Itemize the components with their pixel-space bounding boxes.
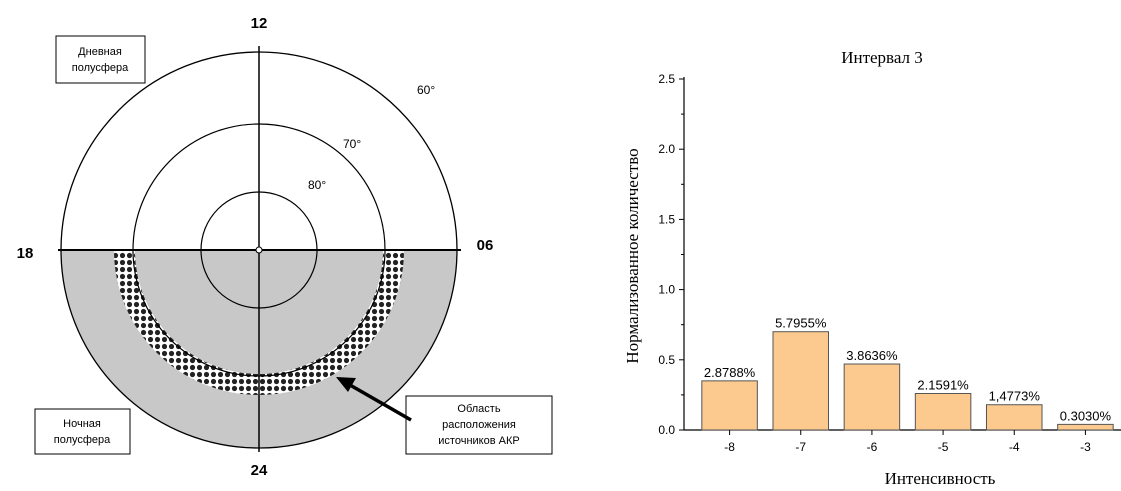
- source-region: [114, 250, 404, 395]
- y-tick-label: 0.5: [658, 353, 675, 367]
- hour-label-18: 18: [17, 245, 34, 262]
- x-tick-label: -8: [724, 440, 735, 454]
- y-tick-label: 1.5: [658, 212, 675, 226]
- day-label-line1: Дневная: [78, 46, 122, 58]
- source-label-box: [405, 395, 553, 455]
- bar: [843, 363, 901, 431]
- lat-label-80: 80°: [308, 178, 326, 192]
- source-label-line3: источников АКР: [438, 435, 519, 447]
- bar-chart: Интервал 3 Нормализованное количество Ин…: [623, 48, 1121, 488]
- hour-label-24: 24: [251, 462, 268, 479]
- hour-label-12: 12: [251, 15, 268, 32]
- bar: [701, 380, 758, 431]
- y-axis-label: Нормализованное количество: [623, 148, 642, 363]
- plot-area: 0.0 0.5 1.0 1.5 2.0 2.5 2.8788% -8 5.7955% -7 3.86…: [658, 72, 1121, 454]
- bar: [985, 404, 1043, 431]
- bar: [914, 392, 972, 431]
- data-label: 2.8788%: [704, 365, 756, 380]
- data-label: 3.8636%: [846, 348, 898, 363]
- x-tick-label: -5: [938, 440, 949, 454]
- arrow-head: [336, 377, 356, 392]
- night-label-line2: полусфера: [54, 434, 111, 446]
- night-label-box: [34, 408, 131, 455]
- bar: [1057, 423, 1114, 431]
- x-tick-label: -6: [867, 440, 878, 454]
- y-tick-label: 1.0: [658, 283, 675, 297]
- night-label-line1: Ночная: [63, 418, 101, 430]
- source-label-line1: Область: [457, 403, 500, 415]
- polar-diagram: 12 24 18 06 60° 70° 80° Дневная полусфер…: [17, 15, 553, 479]
- chart-title: Интервал 3: [841, 48, 923, 67]
- data-label: 1,4773%: [989, 389, 1041, 404]
- hour-label-06: 06: [477, 237, 494, 254]
- y-tick-label: 0.0: [658, 423, 675, 437]
- lat-label-70: 70°: [343, 137, 361, 151]
- x-tick-label: -4: [1009, 440, 1020, 454]
- data-label: 5.7955%: [775, 316, 827, 331]
- x-axis-label: Интенсивность: [885, 469, 996, 488]
- y-tick-label: 2.5: [658, 72, 675, 86]
- x-tick-label: -3: [1080, 440, 1091, 454]
- arrow-line: [349, 383, 412, 422]
- source-label-line2: расположения: [442, 419, 516, 431]
- data-label: 2.1591%: [917, 377, 969, 392]
- bar: [772, 331, 830, 431]
- lat-label-60: 60°: [417, 83, 435, 97]
- x-tick-label: -7: [795, 440, 806, 454]
- data-label: 0.3030%: [1060, 408, 1112, 423]
- y-tick-label: 2.0: [658, 142, 675, 156]
- day-label-line2: полусфера: [72, 62, 129, 74]
- day-label-box: [55, 35, 146, 84]
